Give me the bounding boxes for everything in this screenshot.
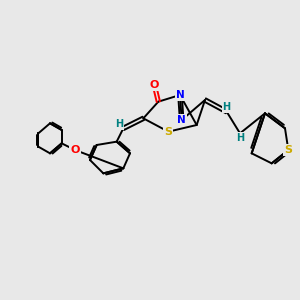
Text: H: H [115, 119, 123, 129]
Text: N: N [177, 115, 186, 125]
Text: H: H [236, 133, 244, 143]
Text: S: S [284, 145, 292, 155]
Text: O: O [70, 145, 80, 155]
Text: S: S [164, 127, 172, 137]
Text: H: H [223, 102, 231, 112]
Text: N: N [176, 90, 184, 100]
Text: O: O [150, 80, 159, 90]
